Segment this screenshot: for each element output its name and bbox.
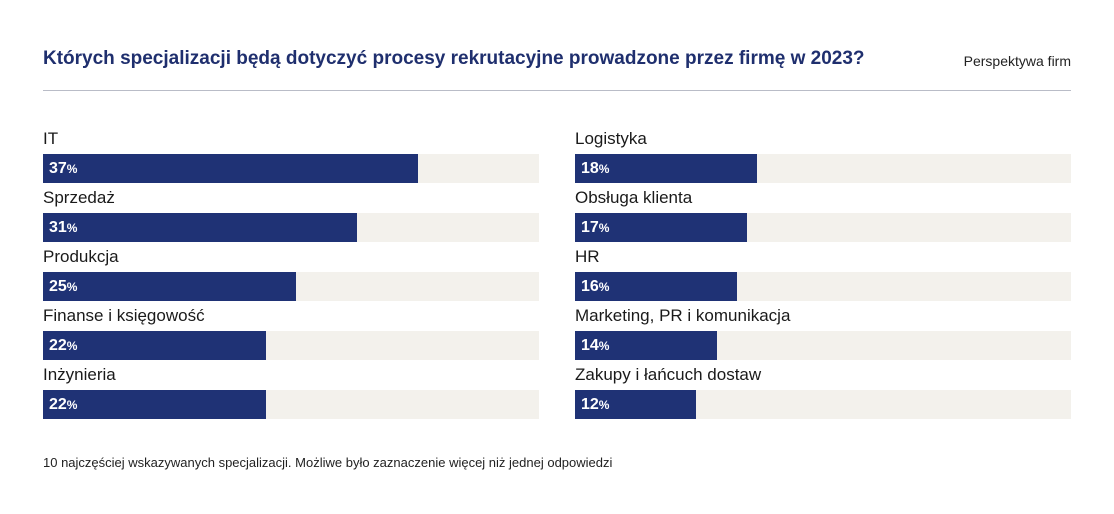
bar-row: IT 37% <box>43 126 539 184</box>
bar-row: Produkcja 25% <box>43 244 539 302</box>
value-unit: % <box>66 280 78 294</box>
bar-track: 17% <box>575 213 1071 242</box>
bar <box>43 154 418 183</box>
category-label: Produkcja <box>43 247 119 266</box>
value-label: 14% <box>581 337 609 355</box>
bar <box>43 331 266 360</box>
value-number: 37 <box>49 160 67 177</box>
bar <box>43 213 357 242</box>
value-number: 22 <box>49 396 67 413</box>
value-label: 16% <box>581 278 609 296</box>
bar <box>575 331 717 360</box>
bar-track: 37% <box>43 154 539 183</box>
value-number: 31 <box>49 219 67 236</box>
value-unit: % <box>66 339 78 353</box>
value-unit: % <box>598 280 610 294</box>
bar-track: 25% <box>43 272 539 301</box>
bar <box>43 272 297 301</box>
value-number: 18 <box>581 160 599 177</box>
bar <box>43 390 266 419</box>
bar-track: 18% <box>575 154 1071 183</box>
value-number: 25 <box>49 278 67 295</box>
bar-row: Finanse i księgowość 22% <box>43 303 539 361</box>
bar <box>575 154 758 183</box>
value-label: 17% <box>581 219 609 237</box>
category-label: Sprzedaż <box>43 188 115 207</box>
category-label: IT <box>43 129 59 148</box>
value-number: 12 <box>581 396 599 413</box>
divider <box>43 90 1071 91</box>
value-label: 25% <box>49 278 77 296</box>
bar-track: 31% <box>43 213 539 242</box>
value-label: 22% <box>49 396 77 414</box>
value-unit: % <box>598 398 610 412</box>
value-label: 37% <box>49 160 77 178</box>
bar <box>575 272 737 301</box>
bar <box>575 390 697 419</box>
bar-row: HR 16% <box>575 244 1071 302</box>
value-unit: % <box>66 398 78 412</box>
bar <box>575 213 748 242</box>
value-number: 17 <box>581 219 599 236</box>
category-label: Marketing, PR i komunikacja <box>575 306 791 325</box>
bar-track: 22% <box>43 331 539 360</box>
category-label: Logistyka <box>575 129 647 148</box>
value-label: 31% <box>49 219 77 237</box>
value-unit: % <box>66 221 78 235</box>
bar-track: 14% <box>575 331 1071 360</box>
bar-row: Zakupy i łańcuch dostaw 12% <box>575 362 1071 420</box>
category-label: HR <box>575 247 600 266</box>
category-label: Finanse i księgowość <box>43 306 205 325</box>
value-number: 22 <box>49 337 67 354</box>
value-unit: % <box>598 221 610 235</box>
value-number: 16 <box>581 278 599 295</box>
bar-row: Sprzedaż 31% <box>43 185 539 243</box>
chart-title: Których specjalizacji będą dotyczyć proc… <box>43 48 865 69</box>
value-unit: % <box>598 339 610 353</box>
value-number: 14 <box>581 337 599 354</box>
bar-track: 12% <box>575 390 1071 419</box>
value-label: 12% <box>581 396 609 414</box>
bar-row: Inżynieria 22% <box>43 362 539 420</box>
value-label: 18% <box>581 160 609 178</box>
chart-subtitle: Perspektywa firm <box>963 53 1071 69</box>
value-label: 22% <box>49 337 77 355</box>
category-label: Inżynieria <box>43 365 116 384</box>
category-label: Zakupy i łańcuch dostaw <box>575 365 762 384</box>
bar-row: Logistyka 18% <box>575 126 1071 184</box>
category-label: Obsługa klienta <box>575 188 693 207</box>
bar-track: 22% <box>43 390 539 419</box>
value-unit: % <box>66 162 78 176</box>
value-unit: % <box>598 162 610 176</box>
bar-row: Obsługa klienta 17% <box>575 185 1071 243</box>
bar-track: 16% <box>575 272 1071 301</box>
bar-row: Marketing, PR i komunikacja 14% <box>575 303 1071 361</box>
footnote: 10 najczęściej wskazywanych specjalizacj… <box>43 455 613 470</box>
